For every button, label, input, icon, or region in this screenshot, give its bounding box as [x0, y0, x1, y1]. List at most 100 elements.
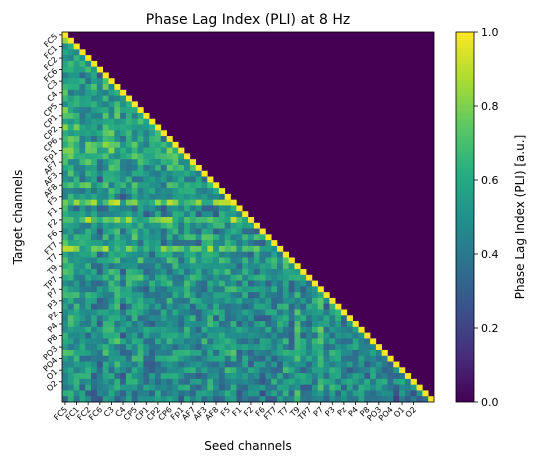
heatmap-cell — [120, 136, 127, 143]
heatmap-cell — [218, 286, 226, 293]
heatmap-cell — [73, 124, 80, 131]
heatmap-cell — [85, 153, 92, 160]
heatmap-cell — [265, 263, 272, 270]
heatmap-cell — [96, 269, 103, 276]
heatmap-cell — [131, 199, 138, 206]
heatmap-cell — [387, 355, 394, 362]
heatmap-cell — [288, 332, 295, 339]
heatmap-cell — [184, 234, 191, 241]
heatmap-cell — [67, 303, 74, 310]
heatmap-cell — [96, 332, 103, 339]
heatmap-cell — [323, 326, 330, 333]
heatmap-cell — [178, 263, 185, 270]
heatmap-cell — [271, 355, 278, 362]
heatmap-cell — [62, 153, 69, 160]
heatmap-cell — [102, 107, 109, 114]
heatmap-cell — [224, 332, 231, 339]
heatmap-cell — [114, 245, 121, 252]
heatmap-cell — [364, 367, 371, 374]
heatmap-cell — [323, 396, 330, 403]
heatmap-cell — [155, 257, 162, 264]
heatmap-cell — [416, 390, 423, 397]
heatmap-cell — [224, 286, 231, 293]
heatmap-cell — [317, 297, 324, 305]
heatmap-cell — [85, 89, 92, 96]
heatmap-cell — [230, 309, 237, 316]
heatmap-cell — [108, 309, 115, 316]
heatmap-cell — [352, 344, 359, 351]
heatmap-cell — [79, 257, 86, 264]
heatmap-cell — [288, 344, 295, 351]
heatmap-cell — [96, 112, 103, 120]
heatmap-cell — [271, 240, 278, 247]
heatmap-cell — [300, 280, 307, 287]
heatmap-cell — [91, 153, 98, 160]
heatmap-cell — [131, 234, 138, 241]
heatmap-cell — [184, 182, 191, 189]
heatmap-cell — [102, 263, 109, 270]
heatmap-cell — [131, 297, 138, 305]
heatmap-cell — [67, 321, 74, 328]
heatmap-cell — [311, 349, 319, 357]
heatmap-cell — [125, 141, 133, 148]
heatmap-cell — [125, 153, 133, 160]
heatmap-cell — [91, 292, 98, 299]
heatmap-cell — [91, 130, 98, 137]
heatmap-cell — [172, 367, 179, 374]
heatmap-cell — [195, 188, 202, 195]
colorbar: 0.00.20.40.60.81.0 Phase Lag Index (PLI)… — [455, 26, 527, 409]
heatmap-cell — [166, 141, 173, 148]
heatmap-cell — [259, 228, 266, 235]
heatmap-cell — [265, 349, 272, 357]
heatmap-cell — [265, 384, 272, 391]
heatmap-cell — [67, 141, 74, 148]
heatmap-cell — [85, 292, 92, 299]
heatmap-cell — [352, 390, 359, 397]
heatmap-cell — [230, 303, 237, 310]
heatmap-cell — [207, 280, 214, 287]
heatmap-cell — [73, 228, 80, 235]
heatmap-cell — [91, 228, 98, 235]
heatmap-cell — [381, 361, 388, 368]
heatmap-cell — [79, 269, 86, 276]
heatmap-cell — [346, 378, 353, 385]
heatmap-cell — [96, 240, 103, 247]
heatmap-cell — [242, 263, 249, 270]
heatmap-cell — [189, 257, 196, 264]
heatmap-cell — [114, 147, 121, 154]
heatmap-cell — [62, 159, 69, 166]
heatmap-cell — [120, 217, 127, 224]
heatmap-cell — [236, 228, 243, 235]
heatmap-cell — [236, 217, 243, 224]
heatmap-cell — [166, 315, 173, 322]
heatmap-cell — [114, 326, 121, 333]
heatmap-cell — [352, 367, 359, 374]
heatmap-cell — [166, 292, 173, 299]
heatmap-cell — [125, 188, 133, 195]
heatmap-cell — [230, 228, 237, 235]
heatmap-cell — [67, 164, 74, 172]
heatmap-cell — [91, 269, 98, 276]
heatmap-cell — [125, 355, 133, 362]
heatmap-cell — [259, 297, 266, 305]
heatmap-cell — [311, 396, 319, 403]
heatmap-cell — [91, 60, 98, 67]
heatmap-cell — [230, 222, 237, 229]
heatmap-cell — [79, 188, 86, 195]
heatmap-cell — [207, 188, 214, 195]
colorbar-tick-label: 0.8 — [481, 100, 499, 113]
heatmap-cell — [131, 245, 138, 252]
heatmap-cell — [149, 257, 156, 264]
heatmap-cell — [178, 257, 185, 264]
heatmap-cell — [102, 89, 109, 96]
heatmap-cell — [67, 60, 74, 67]
heatmap-cell — [125, 170, 133, 177]
heatmap-cell — [131, 373, 138, 380]
heatmap-cell — [213, 257, 220, 264]
colorbar-tick-label: 0.6 — [481, 174, 499, 187]
heatmap-cell — [259, 251, 266, 258]
heatmap-cell — [306, 367, 313, 374]
heatmap-cell — [213, 332, 220, 339]
heatmap-cell — [265, 390, 272, 397]
heatmap-cell — [149, 176, 156, 183]
